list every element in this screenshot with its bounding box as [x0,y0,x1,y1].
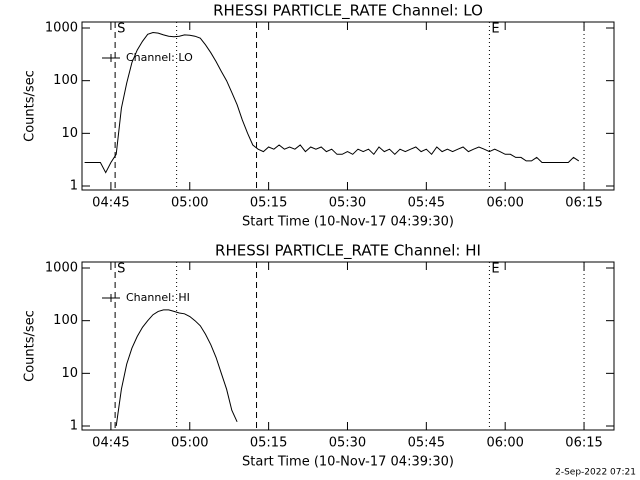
y-tick-label: 1 [70,419,78,434]
x-tick-label: 06:00 [486,196,523,211]
legend-label: Channel: HI [126,291,190,304]
x-tick-label: 04:45 [92,196,129,211]
y-tick-label: 100 [53,73,78,88]
x-tick-label: 06:15 [565,436,602,451]
x-tick-label: 06:15 [565,196,602,211]
x-tick-label: 05:15 [250,196,287,211]
y-tick-label: 100 [53,313,78,328]
annotation: S [117,22,125,37]
x-tick-label: 04:45 [92,436,129,451]
plot-frame [81,21,615,191]
x-tick-label: 05:45 [408,436,445,451]
y-tick-label: 1000 [45,21,78,36]
x-axis-label: Start Time (10-Nov-17 04:39:30) [242,215,454,230]
y-tick-label: 1 [70,179,78,194]
footer: 2-Sep-2022 07:21 [555,468,636,478]
data-line [84,31,580,174]
y-tick-label: 1000 [45,261,78,276]
y-tick-label: 10 [61,366,78,381]
y-axis-label: Counts/sec [23,70,38,142]
x-tick-label: 05:30 [329,436,366,451]
x-tick-label: 05:00 [171,436,208,451]
x-axis-label: Start Time (10-Nov-17 04:39:30) [242,455,454,470]
annotation: E [491,262,499,277]
x-tick-label: 05:45 [408,196,445,211]
panel: RHESSI PARTICLE_RATE Channel: LO Start Ti… [23,2,615,230]
plot-frame [81,261,615,431]
x-tick-label: 06:00 [486,436,523,451]
x-tick-label: 05:30 [329,196,366,211]
annotation: E [491,22,499,37]
annotation: S [117,262,125,277]
data-line [115,309,238,427]
chart-title: RHESSI PARTICLE_RATE Channel: HI [215,242,481,261]
legend-label: Channel: LO [126,51,193,64]
y-tick-label: 10 [61,126,78,141]
chart-title: RHESSI PARTICLE_RATE Channel: LO [213,2,483,21]
x-tick-label: 05:15 [250,436,287,451]
panel: RHESSI PARTICLE_RATE Channel: HI Start Ti… [23,242,615,470]
x-tick-label: 05:00 [171,196,208,211]
y-axis-label: Counts/sec [23,310,38,382]
